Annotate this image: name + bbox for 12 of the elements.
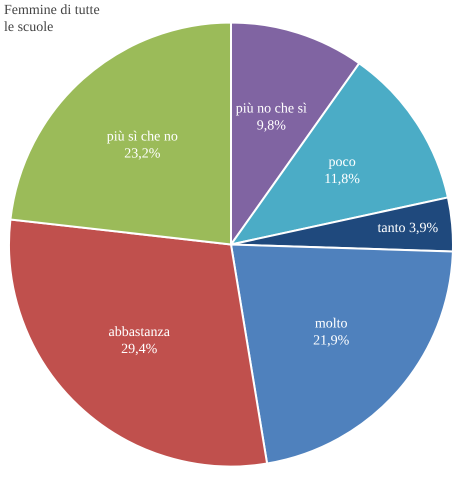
slice-label: poco <box>328 155 356 170</box>
slice-label: abbastanza <box>108 325 171 340</box>
slice-label: tanto 3,9% <box>378 221 439 236</box>
data-label: 21,9% <box>313 333 350 348</box>
chart-title: Femmine di tutte le scuole <box>4 2 101 36</box>
data-label: 11,8% <box>324 172 360 188</box>
slice-label: più sì che no <box>106 129 178 144</box>
slice-label: più no che sì <box>236 102 308 117</box>
data-label: 23,2% <box>124 146 161 162</box>
slice-label: molto <box>314 316 348 332</box>
data-label: 29,4% <box>121 342 158 358</box>
data-label: 9,8% <box>256 118 286 134</box>
